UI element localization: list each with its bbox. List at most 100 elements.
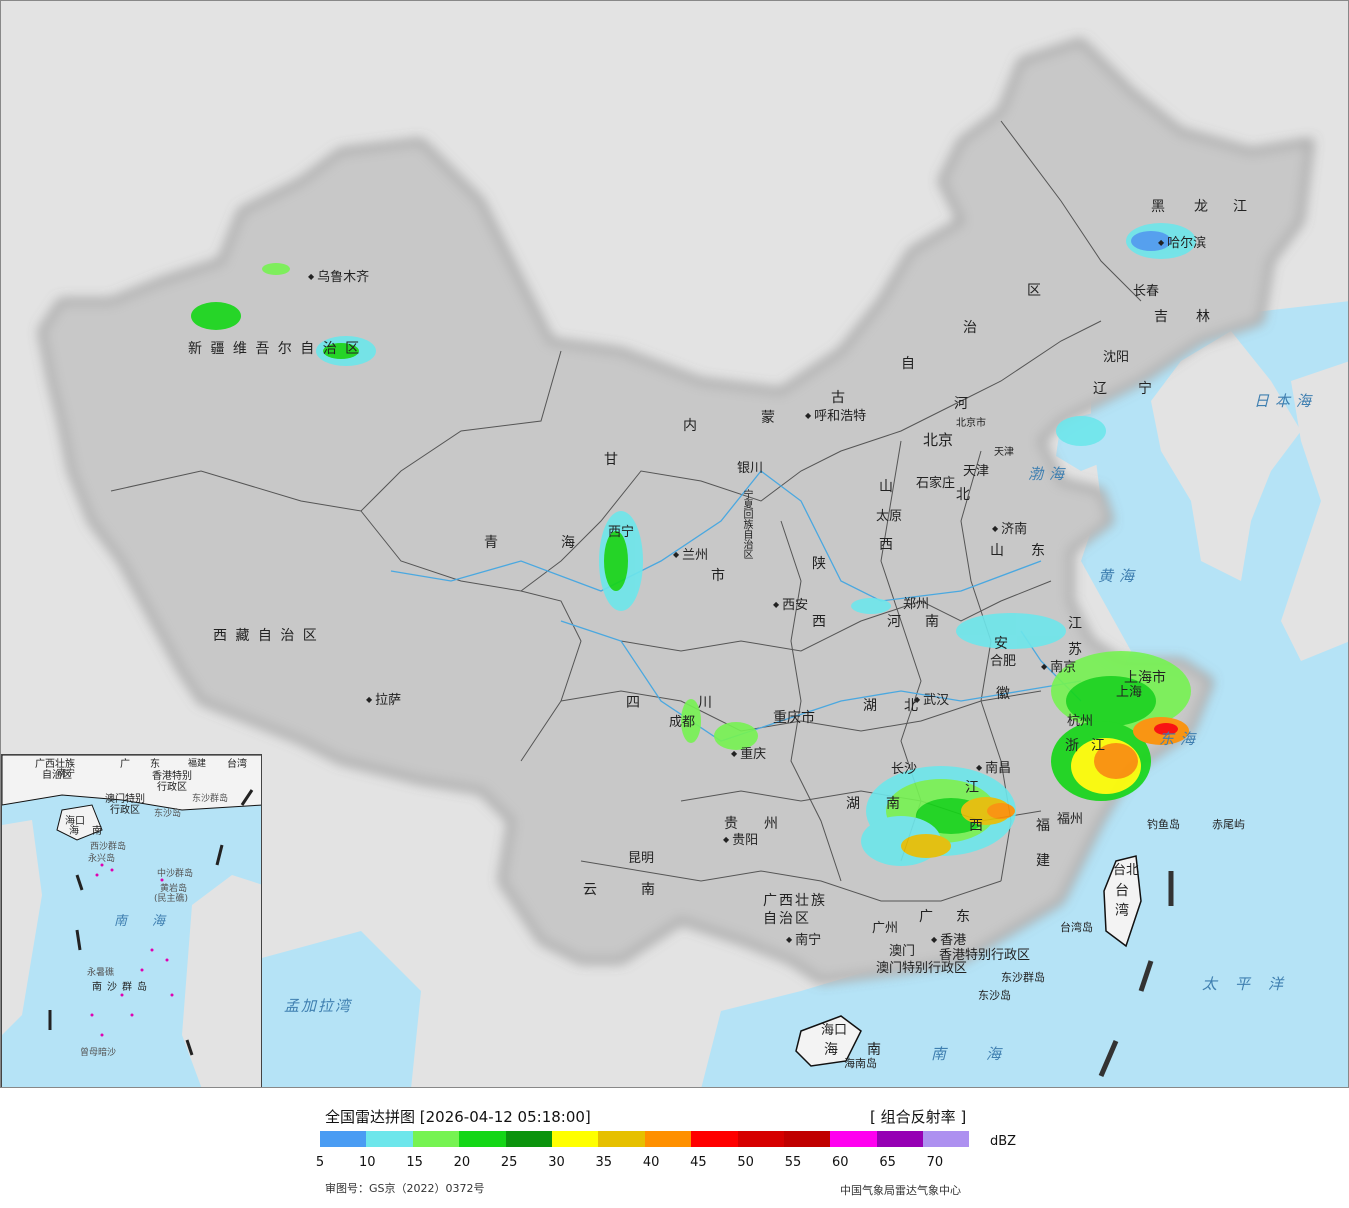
province-label: 台 bbox=[1115, 883, 1131, 899]
hainan-island bbox=[795, 1015, 862, 1067]
province-label: 南 bbox=[886, 796, 902, 812]
province-label: 湖 bbox=[863, 698, 879, 714]
sea-label: 渤海 bbox=[1028, 465, 1071, 483]
province-label: 东 bbox=[1031, 543, 1047, 559]
scale-swatch bbox=[459, 1131, 506, 1147]
city-label[interactable]: 乌鲁木齐 bbox=[308, 271, 369, 284]
sea-label: 黄海 bbox=[1098, 567, 1141, 585]
province-label: 四 bbox=[626, 695, 642, 711]
city-label[interactable]: 济南 bbox=[992, 523, 1027, 536]
province-label: 广 bbox=[919, 909, 935, 925]
city-label[interactable]: 太原 bbox=[876, 509, 903, 524]
province-label: 重庆市 bbox=[773, 710, 815, 726]
scale-tick-label: 45 bbox=[690, 1155, 707, 1170]
scale-tick-label: 55 bbox=[784, 1155, 802, 1170]
city-label[interactable]: 石家庄 bbox=[916, 476, 956, 491]
city-label[interactable]: 西宁 bbox=[608, 525, 635, 540]
south-china-sea-inset[interactable]: 广西壮族 自治区 广 东 福建 台湾 南宁 香港特别 行政区 澳门特别 行政区 … bbox=[1, 754, 262, 1087]
province-label: 吉 bbox=[1154, 309, 1170, 325]
province-label: 建 bbox=[1036, 853, 1052, 869]
inset-label: 东 bbox=[150, 759, 160, 770]
scale-swatch bbox=[644, 1131, 692, 1147]
province-label: 湾 bbox=[1115, 903, 1131, 919]
city-label[interactable]: 杭州 bbox=[1067, 714, 1094, 729]
city-label[interactable]: 南京 bbox=[1041, 661, 1076, 674]
city-label[interactable]: 哈尔滨 bbox=[1158, 237, 1206, 250]
province-label: 南 bbox=[925, 614, 941, 630]
city-label[interactable]: 长春 bbox=[1133, 284, 1160, 299]
unit-label: dBZ bbox=[990, 1134, 1017, 1149]
scale-swatch bbox=[737, 1131, 784, 1147]
city-label[interactable]: 呼和浩特 bbox=[805, 410, 866, 423]
scale-tick-label: 30 bbox=[548, 1155, 565, 1170]
city-label[interactable]: 长沙 bbox=[891, 762, 918, 777]
province-label: 江 bbox=[1068, 616, 1084, 632]
province-label: 东 bbox=[956, 909, 972, 925]
inset-label: 群 bbox=[122, 982, 132, 993]
sea-label: 太平洋 bbox=[1202, 975, 1302, 993]
scale-swatch bbox=[412, 1131, 460, 1147]
province-label: 广西壮族 bbox=[763, 893, 827, 909]
city-label[interactable]: 广州 bbox=[872, 921, 899, 936]
city-label[interactable]: 福州 bbox=[1057, 812, 1084, 827]
city-label[interactable]: 上海 bbox=[1116, 685, 1143, 700]
city-label[interactable]: 南宁 bbox=[786, 934, 821, 947]
nine-dash-line bbox=[1098, 871, 1174, 1077]
city-label[interactable]: 贵阳 bbox=[723, 834, 758, 847]
scale-tick-label: 35 bbox=[595, 1155, 613, 1170]
city-label[interactable]: 南昌 bbox=[976, 762, 1011, 775]
sea-label: 日本海 bbox=[1254, 392, 1318, 410]
inset-label: 澳门特别 bbox=[105, 794, 145, 805]
inset-label: 沙 bbox=[107, 982, 117, 993]
province-label: 湖 bbox=[846, 796, 862, 812]
inset-label: 台湾 bbox=[227, 759, 247, 770]
city-label[interactable]: 武汉 bbox=[914, 694, 949, 707]
city-label[interactable]: 拉萨 bbox=[366, 694, 401, 707]
province-label: 徽 bbox=[996, 686, 1012, 702]
city-label[interactable]: 北京 bbox=[923, 431, 954, 449]
province-label: 区 bbox=[1027, 283, 1043, 299]
province-label: 川 bbox=[698, 695, 714, 711]
city-label[interactable]: 郑州 bbox=[903, 597, 930, 612]
city-label[interactable]: 西安 bbox=[773, 599, 808, 612]
province-label: 安 bbox=[994, 636, 1010, 652]
province-label: 苏 bbox=[1068, 642, 1084, 658]
city-label[interactable]: 银川 bbox=[737, 461, 764, 476]
province-label: 河 bbox=[887, 614, 903, 630]
city-label[interactable]: 台北 bbox=[1113, 863, 1140, 878]
scale-swatch bbox=[783, 1131, 831, 1147]
province-label: 海 bbox=[561, 535, 577, 551]
province-label: 江 bbox=[1233, 199, 1249, 215]
radar-map[interactable]: 新 疆 维 吾 尔 自 治 区 西 藏 自 治 区 青 海 甘 四 川 云 南 … bbox=[0, 0, 1349, 1088]
inset-label: 自治区 bbox=[42, 770, 72, 781]
city-label[interactable]: 成都 bbox=[669, 715, 696, 730]
taiwan-island bbox=[1103, 855, 1142, 948]
island-label: 东沙群岛 bbox=[1001, 971, 1045, 984]
province-label: 龙 bbox=[1194, 199, 1210, 215]
province-label: 蒙 bbox=[761, 410, 777, 426]
province-label: 浙 bbox=[1065, 738, 1081, 754]
city-label[interactable]: 香港 bbox=[931, 934, 966, 947]
city-label[interactable]: 沈阳 bbox=[1103, 350, 1130, 365]
province-label: 贵 bbox=[724, 816, 740, 832]
inset-label: 广 bbox=[120, 759, 130, 770]
province-label: 上海市 bbox=[1124, 670, 1166, 686]
city-label[interactable]: 天津 bbox=[963, 464, 990, 479]
province-label: 澳门特别行政区 bbox=[876, 961, 968, 976]
city-label[interactable]: 昆明 bbox=[628, 851, 655, 866]
city-label[interactable]: 海口 bbox=[821, 1023, 848, 1038]
city-label[interactable]: 澳门 bbox=[889, 944, 916, 959]
island-label: 钓鱼岛 bbox=[1147, 818, 1180, 831]
city-label[interactable]: 重庆 bbox=[731, 748, 766, 761]
inset-label: (民主礁) bbox=[154, 894, 189, 904]
inset-label: 南 bbox=[92, 982, 102, 993]
scale-swatch bbox=[551, 1131, 599, 1147]
province-label: 西 bbox=[969, 818, 985, 834]
city-label[interactable]: 兰州 bbox=[673, 549, 708, 562]
city-label[interactable]: 合肥 bbox=[990, 654, 1017, 669]
province-label: 宁夏回族自治区 bbox=[741, 489, 752, 559]
province-label: 自 bbox=[901, 356, 917, 372]
island-label: 东沙岛 bbox=[978, 989, 1011, 1002]
province-label: 北 bbox=[956, 487, 972, 503]
province-label: 内 bbox=[683, 418, 699, 434]
